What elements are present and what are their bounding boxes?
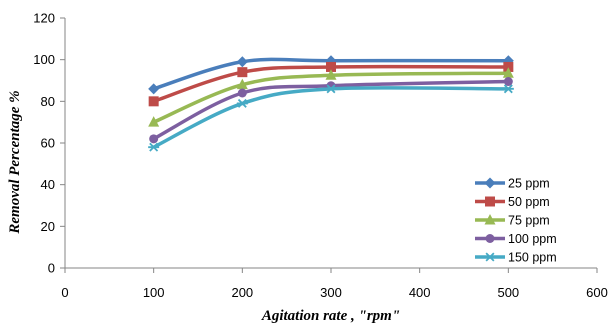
legend-marker xyxy=(484,214,496,225)
data-point xyxy=(325,55,337,67)
axes: 0 20 40 60 80 100 120 0 100 200 300 400 500 600 xyxy=(33,11,608,301)
legend-label: 150 ppm xyxy=(508,251,557,265)
y-tick-label: 100 xyxy=(33,52,55,67)
y-tick-label: 80 xyxy=(41,94,55,109)
series-layer xyxy=(148,55,514,152)
data-point xyxy=(236,98,248,108)
data-point xyxy=(148,116,160,127)
series-4 xyxy=(148,84,514,152)
y-tick-label: 60 xyxy=(41,136,55,151)
y-tick-label: 120 xyxy=(33,11,55,26)
y-tick-label: 20 xyxy=(41,219,55,234)
data-point xyxy=(325,69,337,80)
data-point xyxy=(149,134,159,144)
series-line xyxy=(152,86,509,149)
data-point xyxy=(148,83,160,95)
legend-marker xyxy=(485,234,495,243)
series-line xyxy=(152,71,509,124)
x-tick-label: 300 xyxy=(320,285,342,300)
data-point xyxy=(148,142,160,152)
data-point xyxy=(237,88,247,98)
x-tick-label: 200 xyxy=(231,285,253,300)
legend-item-0: 25 ppm xyxy=(475,177,550,191)
series-1 xyxy=(148,61,514,107)
legend-marker xyxy=(485,196,495,207)
x-tick-label: 600 xyxy=(586,285,608,300)
legend-label: 75 ppm xyxy=(508,214,550,228)
data-point xyxy=(502,84,514,94)
x-tick-label: 0 xyxy=(61,285,68,300)
y-tick-label: 40 xyxy=(41,177,55,192)
data-point xyxy=(236,78,248,90)
x-tick-label: 100 xyxy=(143,285,165,300)
legend-marker xyxy=(484,177,496,189)
x-tick-label: 400 xyxy=(409,285,431,300)
series-2 xyxy=(148,67,514,127)
y-tick-label: 0 xyxy=(48,261,55,276)
legend-label: 100 ppm xyxy=(508,232,557,246)
legend-item-1: 50 ppm xyxy=(475,195,550,209)
legend-label: 25 ppm xyxy=(508,177,550,191)
data-point xyxy=(237,67,248,78)
y-axis-title: Removal Percentage % xyxy=(7,90,23,234)
legend-item-2: 75 ppm xyxy=(475,214,550,228)
x-tick-label: 500 xyxy=(497,285,519,300)
data-point xyxy=(503,77,513,87)
data-point xyxy=(236,56,248,68)
x-axis-title: Agitation rate , "rpm" xyxy=(261,308,400,324)
legend-item-3: 100 ppm xyxy=(475,232,557,246)
data-point xyxy=(148,96,159,107)
data-point xyxy=(503,61,514,72)
series-line xyxy=(153,57,509,91)
series-0 xyxy=(148,55,514,95)
legend-label: 50 ppm xyxy=(508,195,550,209)
data-point xyxy=(502,67,514,78)
data-point xyxy=(325,84,337,94)
legend-item-4: 150 ppm xyxy=(475,251,557,265)
series-line xyxy=(152,79,509,141)
data-point xyxy=(326,61,336,72)
legend-marker xyxy=(484,252,496,262)
series-line xyxy=(153,64,509,103)
legend: 25 ppm 50 ppm 75 ppm 100 ppm 150 ppm xyxy=(475,177,557,265)
